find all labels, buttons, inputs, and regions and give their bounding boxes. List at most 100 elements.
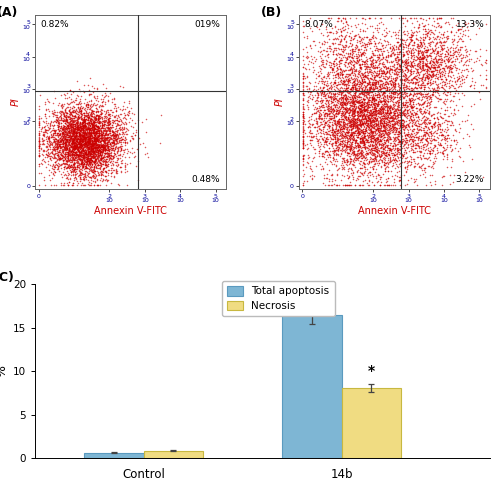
Point [108,179,116,187]
Point [357,98,365,106]
Point [346,49,354,57]
Point [54,130,62,138]
Point [342,132,349,140]
Point [453,138,461,146]
Point [422,128,430,136]
Point [464,26,472,34]
Point [80,127,88,135]
Point [368,84,376,92]
Point [81,135,89,142]
Point [410,29,418,37]
Point [390,65,398,72]
Point [64,130,72,138]
Point [372,130,380,138]
Point [450,78,458,86]
Point [422,95,430,103]
Point [430,58,438,66]
Point [114,154,122,162]
Point [65,140,73,147]
Point [102,128,110,136]
Point [85,134,93,142]
Point [74,151,82,159]
Point [326,47,334,55]
Point [92,112,100,120]
Point [384,135,392,143]
Point [373,138,381,146]
Point [62,178,70,186]
Point [362,20,370,28]
Point [425,125,433,133]
Point [374,77,382,85]
Point [370,73,378,81]
Point [351,91,359,99]
Point [342,95,350,103]
Point [68,138,76,146]
Point [118,130,126,138]
Point [109,135,117,142]
Point [62,136,70,143]
Point [87,181,95,189]
Point [389,125,397,133]
Point [104,153,112,161]
Point [408,91,416,99]
Point [334,104,342,111]
Point [327,97,335,105]
Point [386,157,394,165]
Point [400,148,408,156]
Point [60,109,68,117]
Point [74,129,82,137]
Point [379,89,387,97]
Point [382,164,390,172]
Point [390,70,398,78]
Point [367,83,375,91]
Point [35,160,43,168]
Point [67,120,75,128]
Point [456,80,464,88]
Point [382,76,390,84]
Point [69,145,77,153]
Point [394,68,402,75]
Point [350,63,358,71]
Point [398,75,406,83]
Point [424,47,432,55]
Point [400,131,408,139]
Point [90,148,98,156]
Point [419,54,427,62]
Point [96,156,104,164]
Point [427,26,435,34]
Point [346,159,354,167]
Point [391,101,399,109]
Point [424,28,432,35]
Point [410,61,418,69]
Point [300,33,308,41]
Point [71,149,79,157]
Point [108,128,116,136]
Point [463,130,471,138]
Point [350,62,358,70]
Point [412,45,420,53]
Point [299,105,307,112]
Point [424,32,432,40]
Point [368,135,376,142]
Point [40,123,48,131]
Point [356,63,364,70]
Point [427,111,435,119]
Point [325,107,333,115]
Point [344,119,352,127]
Point [426,78,434,86]
Point [70,160,78,168]
Point [118,156,126,164]
Point [70,139,78,146]
Point [87,109,95,117]
Point [92,135,100,142]
Point [439,84,447,92]
Point [346,123,354,131]
Point [333,143,341,151]
Point [362,98,370,106]
Point [380,97,388,105]
Point [335,164,343,172]
Point [404,125,411,133]
Point [356,102,364,110]
Point [60,106,68,114]
Point [317,69,325,77]
